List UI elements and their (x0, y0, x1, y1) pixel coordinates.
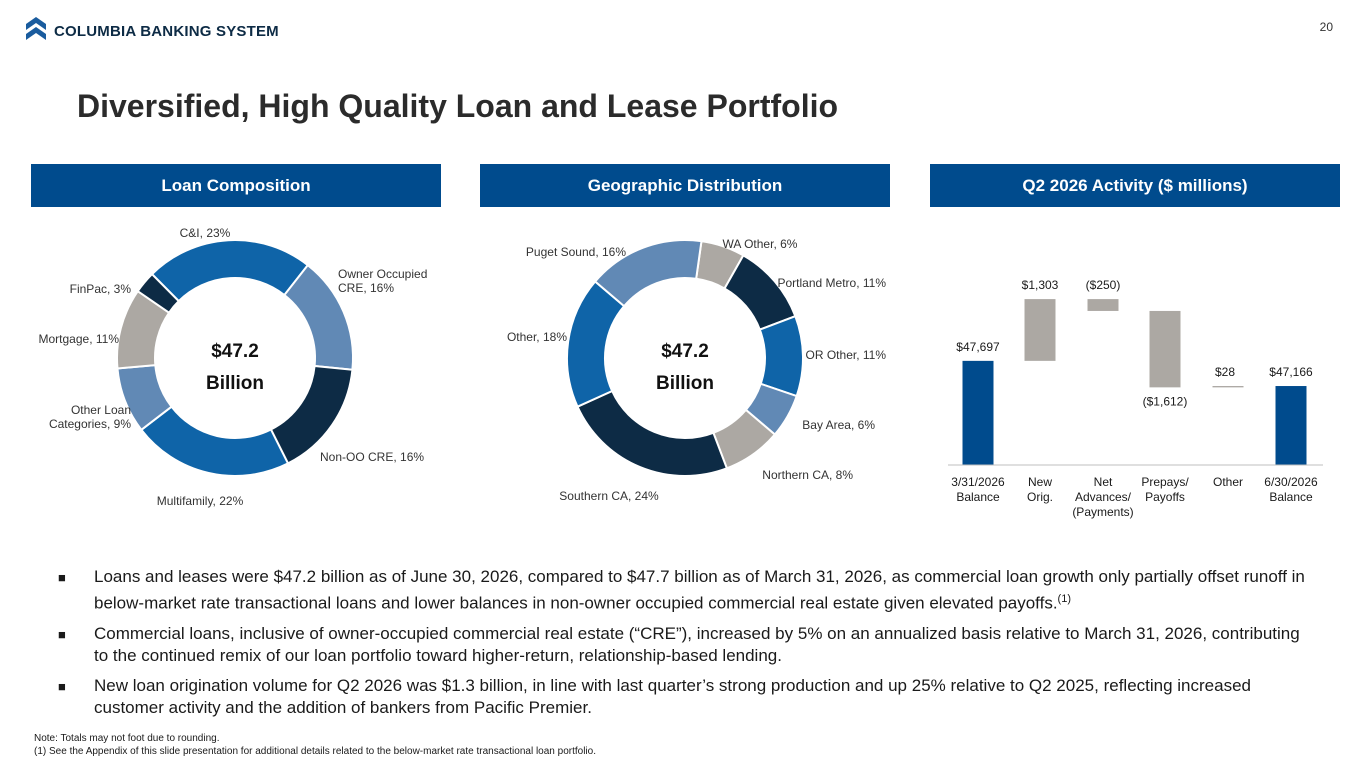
category-label: Other (1213, 475, 1243, 489)
slice-label: Puget Sound, 16% (526, 245, 626, 259)
geographic-distribution-header: Geographic Distribution (480, 164, 890, 207)
waterfall-bar (1087, 299, 1119, 311)
loan-composition-header: Loan Composition (31, 164, 441, 207)
waterfall-value-label: $47,166 (1269, 365, 1313, 379)
company-logo: COLUMBIA BANKING SYSTEM (24, 16, 279, 46)
slice-label: Other, 18% (507, 330, 567, 344)
slice-label: Southern CA, 24% (559, 489, 659, 503)
q2-activity-header: Q2 2026 Activity ($ millions) (930, 164, 1340, 207)
charts-canvas: C&I, 23% Owner Occupied CRE, 16% Non-OO CRE… (39, 226, 1323, 519)
slice-label: Portland Metro, 11% (778, 276, 887, 290)
donut-slice (136, 272, 181, 315)
center-amount: $47.2 (211, 341, 259, 362)
category-label: 3/31/2026 Balance (951, 475, 1005, 504)
waterfall-value-label: $47,697 (956, 340, 1000, 354)
donut-slice (269, 364, 354, 465)
donut-slice (593, 239, 703, 308)
slice-label: Owner Occupied CRE, 16% (338, 267, 427, 295)
center-amount: $47.2 (661, 341, 709, 362)
donut-slice (566, 280, 626, 409)
waterfall-value-label: $1,303 (1022, 278, 1059, 292)
donut-slice (758, 314, 804, 398)
company-name: COLUMBIA BANKING SYSTEM (54, 22, 279, 40)
chevron-logo-icon (26, 17, 46, 40)
slice-label: Northern CA, 8% (762, 468, 853, 482)
waterfall-value-label: ($1,612) (1143, 394, 1188, 408)
page-number: 20 (1319, 20, 1333, 34)
footnotes: Note: Totals may not foot due to roundin… (34, 732, 596, 758)
slice-label: WA Other, 6% (723, 237, 798, 251)
category-label: Prepays/Payoffs (1141, 475, 1189, 504)
page-title: Diversified, High Quality Loan and Lease… (77, 88, 839, 124)
category-label: 6/30/2026 Balance (1264, 475, 1318, 504)
slice-label: Mortgage, 11% (39, 332, 120, 346)
footnote-ref: (1) (1057, 593, 1071, 605)
waterfall-value-label: ($250) (1086, 278, 1121, 292)
slice-label: OR Other, 11% (806, 348, 887, 362)
center-unit: Billion (656, 373, 714, 394)
bullet-marker: ■ (58, 570, 66, 585)
bullet-item: ■ New loan origination volume for Q2 2026… (58, 675, 1318, 719)
footnote-note: Note: Totals may not foot due to roundin… (34, 733, 220, 744)
slice-label: Non-OO CRE, 16% (320, 450, 424, 464)
waterfall-bar (1149, 310, 1181, 388)
bullet-list: ■ Loans and leases were $47.2 billion as … (58, 566, 1318, 727)
donut-slice (139, 405, 290, 477)
bullet-item: ■ Commercial loans, inclusive of owner-oc… (58, 623, 1318, 667)
slice-label: FinPac, 3% (70, 282, 132, 296)
bullet-marker: ■ (58, 678, 66, 694)
slice-label: Other Loan Categories, 9% (49, 403, 131, 431)
slice-label: C&I, 23% (180, 226, 231, 240)
waterfall-bar (1024, 299, 1056, 361)
bullet-text: Loans and leases were $47.2 billion as o… (94, 567, 1305, 613)
waterfall-value-label: $28 (1215, 365, 1235, 379)
waterfall-bar (1212, 386, 1244, 388)
category-label: New Orig. (1027, 475, 1053, 504)
footnote-1: (1) See the Appendix of this slide prese… (34, 746, 596, 757)
donut-slice (576, 389, 729, 477)
center-unit: Billion (206, 373, 264, 394)
bullet-text: Commercial loans, inclusive of owner-occ… (94, 623, 1300, 665)
slice-label: Multifamily, 22% (157, 494, 244, 508)
bullet-item: ■ Loans and leases were $47.2 billion as … (58, 566, 1318, 615)
slice-label: Bay Area, 6% (802, 418, 875, 432)
bullet-text: New loan origination volume for Q2 2026 … (94, 675, 1251, 717)
bullet-marker: ■ (58, 626, 66, 642)
donut-slice (150, 239, 310, 303)
waterfall-bar (1275, 386, 1307, 465)
category-label: Net Advances/(Payments) (1072, 475, 1133, 519)
waterfall-bar (962, 360, 994, 465)
